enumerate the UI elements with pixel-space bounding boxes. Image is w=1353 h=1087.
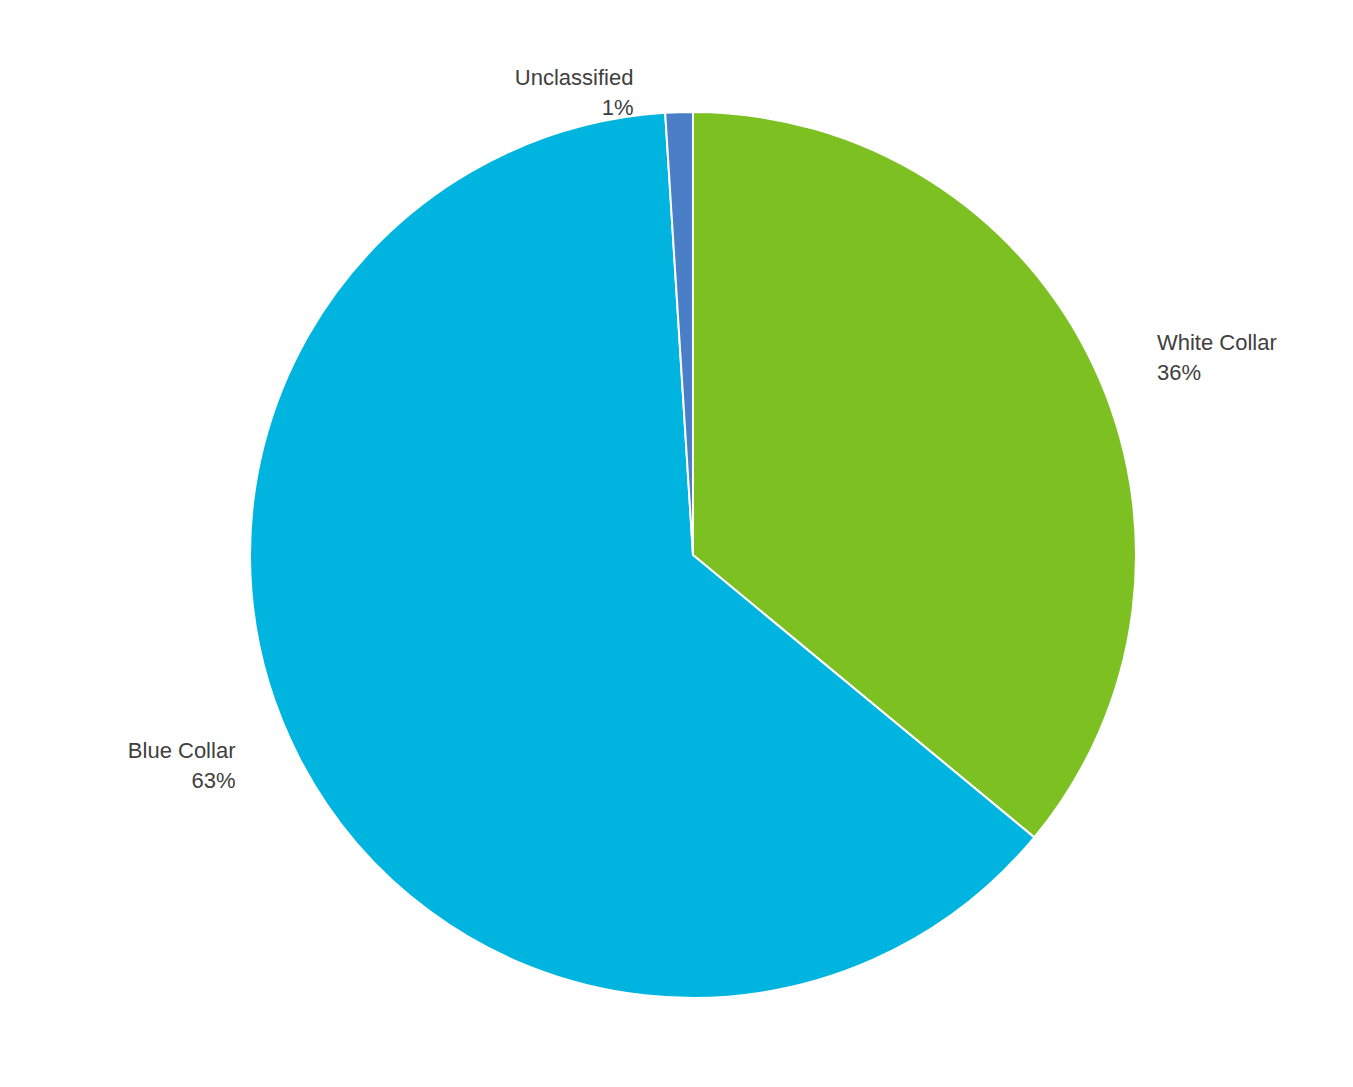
svg-text:36%: 36% xyxy=(1157,360,1201,385)
svg-text:White Collar: White Collar xyxy=(1157,330,1277,355)
svg-text:Blue Collar: Blue Collar xyxy=(128,738,236,763)
svg-text:Unclassified: Unclassified xyxy=(515,65,634,90)
svg-text:63%: 63% xyxy=(191,768,235,793)
svg-text:1%: 1% xyxy=(602,95,634,120)
